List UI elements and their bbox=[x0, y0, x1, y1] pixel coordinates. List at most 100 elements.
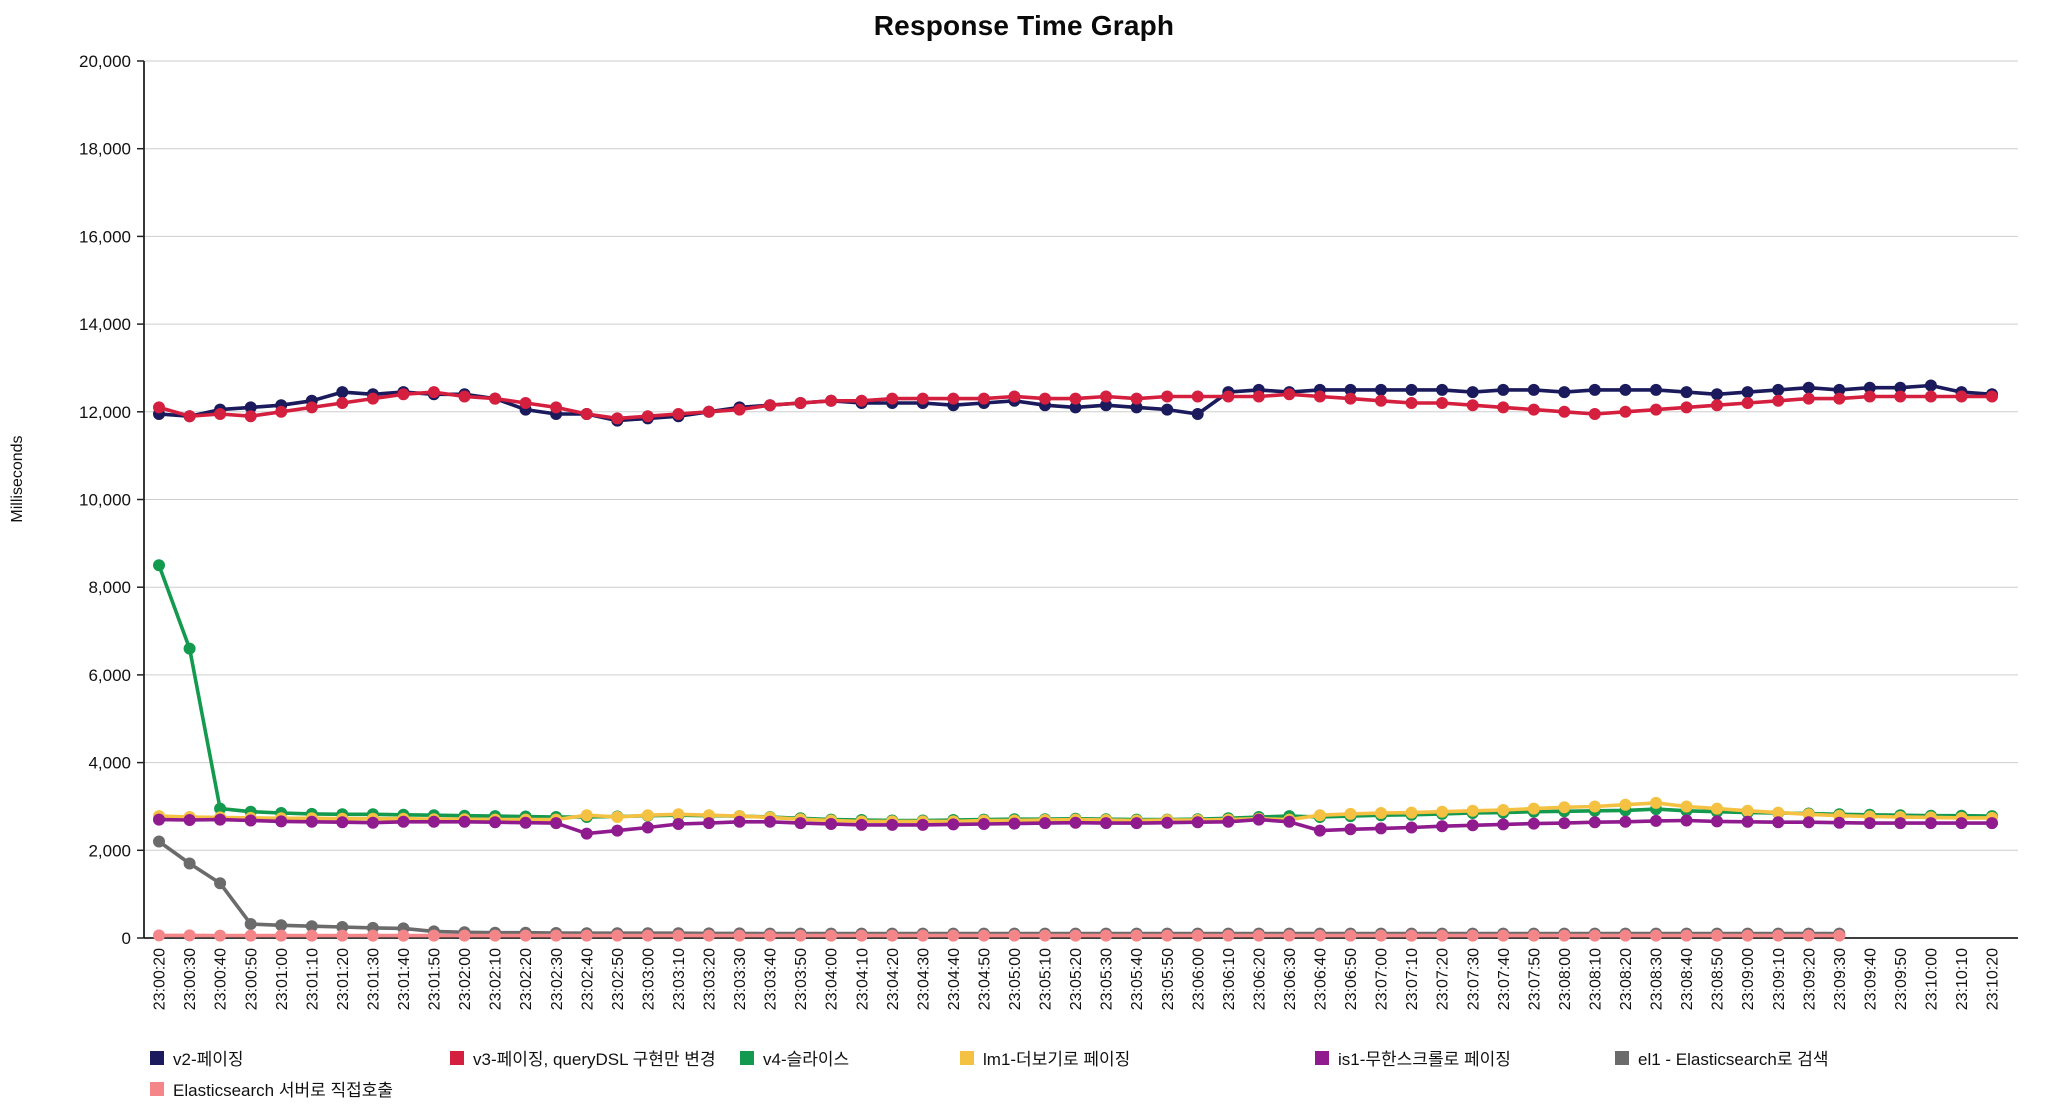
legend-item: el1 - Elasticsearch로 검색 bbox=[1615, 1045, 1829, 1070]
x-tick-label: 23:02:40 bbox=[579, 948, 596, 1010]
x-tick-label: 23:08:30 bbox=[1649, 948, 1666, 1010]
data-point bbox=[702, 929, 715, 942]
y-tick-label: 18,000 bbox=[79, 140, 131, 159]
x-tick-label: 23:02:20 bbox=[518, 948, 535, 1010]
data-point bbox=[1711, 929, 1723, 942]
data-point bbox=[1527, 817, 1540, 830]
data-point bbox=[1924, 390, 1937, 403]
data-point bbox=[1802, 816, 1815, 829]
data-point bbox=[1619, 405, 1632, 418]
y-tick-label: 10,000 bbox=[79, 491, 131, 510]
legend-swatch bbox=[1315, 1050, 1329, 1065]
x-tick-label: 23:00:40 bbox=[213, 948, 230, 1010]
data-point bbox=[611, 824, 624, 837]
data-point bbox=[1466, 819, 1479, 832]
x-tick-label: 23:04:40 bbox=[946, 948, 963, 1010]
x-tick-label: 23:05:30 bbox=[1099, 948, 1116, 1010]
legend-swatch bbox=[150, 1050, 164, 1065]
x-tick-label: 23:00:20 bbox=[152, 948, 169, 1010]
x-tick-label: 23:08:10 bbox=[1587, 948, 1604, 1010]
x-tick-label: 23:09:30 bbox=[1832, 948, 1849, 1010]
data-point bbox=[1863, 817, 1876, 830]
chart-title: Response Time Graph bbox=[873, 10, 1175, 41]
legend-label: is1-무한스크롤로 페이징 bbox=[1338, 1050, 1511, 1069]
data-point bbox=[397, 815, 410, 828]
data-point bbox=[794, 817, 807, 830]
data-point bbox=[764, 929, 776, 942]
data-point bbox=[1375, 394, 1387, 407]
x-tick-label: 23:04:50 bbox=[976, 948, 993, 1010]
data-point bbox=[1100, 929, 1112, 942]
data-point bbox=[244, 410, 257, 423]
data-point bbox=[244, 929, 257, 942]
data-point bbox=[702, 817, 715, 830]
x-tick-label: 23:01:50 bbox=[427, 948, 444, 1010]
data-point bbox=[611, 811, 624, 823]
y-tick-label: 2,000 bbox=[88, 841, 131, 860]
x-tick-label: 23:00:30 bbox=[182, 948, 199, 1010]
x-tick-label: 23:03:30 bbox=[732, 948, 749, 1010]
data-point bbox=[489, 816, 502, 829]
data-point bbox=[305, 401, 318, 414]
data-point bbox=[672, 929, 685, 942]
data-point bbox=[1833, 392, 1846, 405]
data-point bbox=[733, 815, 746, 828]
y-tick-label: 14,000 bbox=[79, 315, 131, 334]
data-point bbox=[702, 405, 715, 418]
x-tick-label: 23:10:20 bbox=[1985, 948, 2002, 1010]
data-point bbox=[1772, 383, 1785, 396]
data-point bbox=[183, 642, 196, 655]
data-point bbox=[1588, 800, 1601, 813]
data-point bbox=[458, 390, 471, 403]
data-point bbox=[305, 920, 318, 933]
data-point bbox=[366, 816, 379, 829]
data-point bbox=[183, 410, 196, 423]
data-point bbox=[458, 815, 471, 828]
data-point bbox=[1711, 388, 1723, 401]
data-point bbox=[1527, 383, 1540, 396]
data-point bbox=[1283, 388, 1296, 401]
data-point bbox=[1894, 817, 1907, 830]
data-point bbox=[825, 394, 838, 407]
x-tick-label: 23:07:00 bbox=[1374, 948, 1391, 1010]
data-point bbox=[794, 929, 807, 942]
data-point bbox=[1558, 801, 1571, 814]
legend-label: Elasticsearch 서버로 직접호출 bbox=[173, 1081, 394, 1100]
data-point bbox=[1191, 390, 1204, 403]
data-point bbox=[1588, 408, 1601, 420]
data-point bbox=[1833, 929, 1846, 942]
x-tick-label: 23:06:10 bbox=[1221, 948, 1238, 1010]
x-tick-label: 23:01:00 bbox=[274, 948, 291, 1010]
legend-item: v2-페이징 bbox=[150, 1045, 450, 1070]
data-point bbox=[1161, 403, 1174, 416]
data-point bbox=[1191, 408, 1204, 420]
x-tick-label: 23:05:50 bbox=[1160, 948, 1177, 1010]
data-point bbox=[1008, 390, 1021, 403]
data-point bbox=[641, 929, 654, 942]
data-point bbox=[550, 929, 563, 942]
x-tick-label: 23:10:00 bbox=[1924, 948, 1941, 1010]
data-point bbox=[183, 857, 196, 870]
data-point bbox=[886, 392, 899, 405]
data-point bbox=[244, 814, 257, 827]
data-point bbox=[397, 388, 410, 401]
data-point bbox=[489, 392, 502, 405]
legend-swatch bbox=[450, 1050, 464, 1065]
data-point bbox=[764, 399, 776, 412]
legend-item: lm1-더보기로 페이징 bbox=[960, 1045, 1315, 1070]
data-point bbox=[336, 929, 349, 942]
data-point bbox=[1069, 929, 1082, 942]
x-tick-label: 23:07:10 bbox=[1404, 948, 1421, 1010]
x-tick-label: 23:06:30 bbox=[1282, 948, 1299, 1010]
data-point bbox=[764, 815, 776, 828]
data-point bbox=[1344, 807, 1357, 820]
data-point bbox=[1863, 381, 1876, 394]
data-point bbox=[244, 401, 257, 414]
legend-item: v3-페이징, queryDSL 구현만 변경 bbox=[450, 1045, 740, 1070]
legend-label: v4-슬라이스 bbox=[763, 1050, 850, 1069]
data-point bbox=[1894, 390, 1907, 403]
legend-label: el1 - Elasticsearch로 검색 bbox=[1638, 1050, 1829, 1069]
data-point bbox=[611, 929, 624, 942]
data-point bbox=[1100, 817, 1112, 830]
